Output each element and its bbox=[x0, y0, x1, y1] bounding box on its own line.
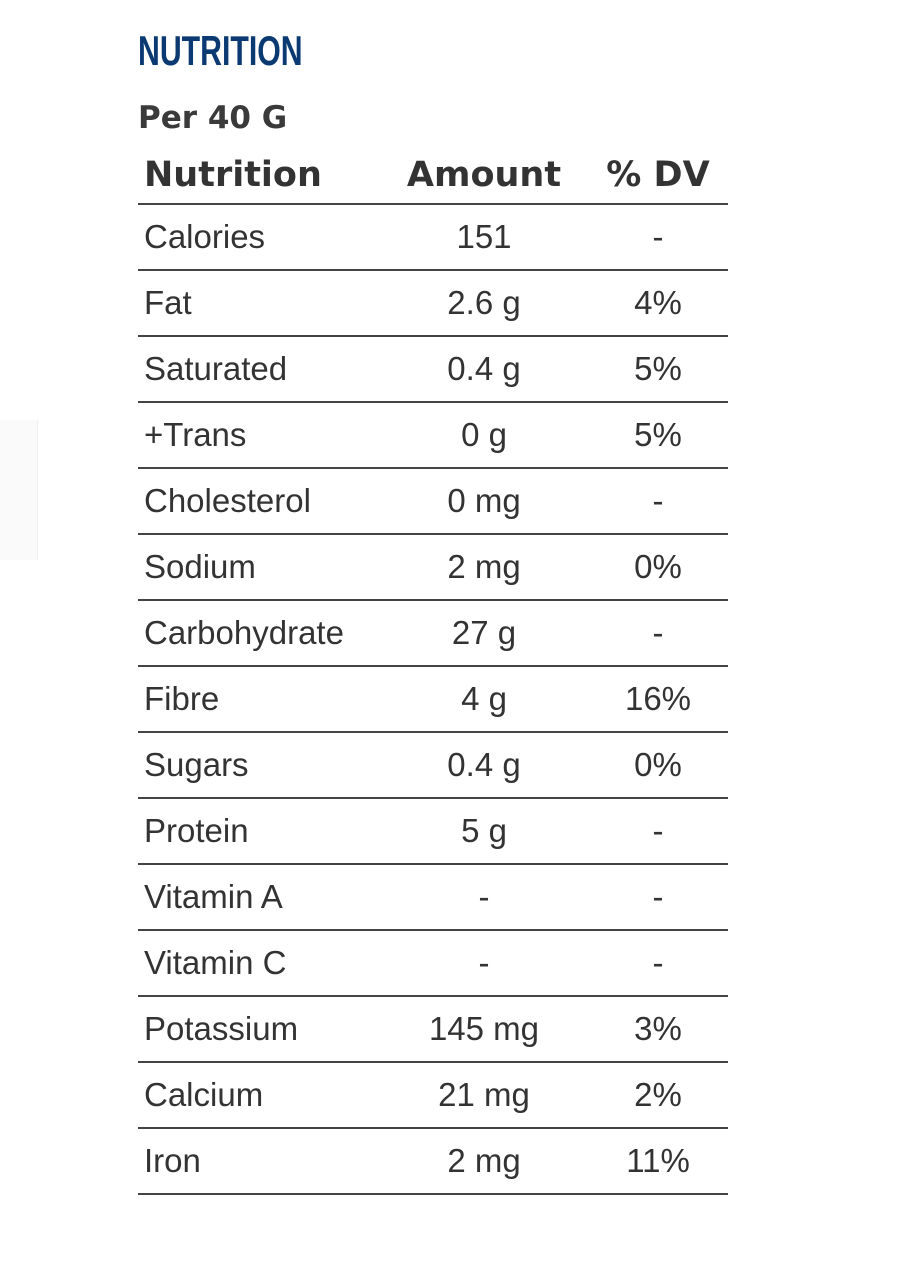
nutrient-dv: 5% bbox=[588, 402, 728, 469]
table-row: Vitamin C-- bbox=[138, 930, 728, 997]
header-dv: % DV bbox=[588, 146, 728, 205]
table-row: Protein 5 g- bbox=[138, 798, 728, 865]
nutrient-name: Sugars bbox=[138, 732, 380, 799]
table-row: Carbohydrate 27 g- bbox=[138, 600, 728, 667]
nutrient-amount: 151 bbox=[380, 204, 588, 271]
nutrient-name: Carbohydrate bbox=[138, 600, 380, 667]
left-edge-panel bbox=[0, 420, 38, 560]
nutrient-amount: 4 g bbox=[380, 666, 588, 733]
table-row: Potassium 145 mg 3% bbox=[138, 996, 728, 1063]
nutrient-dv: 0% bbox=[588, 534, 728, 601]
header-nutrition: Nutrition bbox=[138, 146, 380, 205]
nutrient-dv: 16% bbox=[588, 666, 728, 733]
table-row: Fat 2.6 g 4% bbox=[138, 270, 728, 337]
nutrient-amount: 21 mg bbox=[380, 1062, 588, 1129]
nutrient-name: Cholesterol bbox=[138, 468, 380, 535]
nutrient-dv: - bbox=[588, 798, 728, 865]
nutrient-name: Vitamin C bbox=[138, 930, 380, 997]
nutrient-name: +Trans bbox=[138, 402, 380, 469]
nutrient-dv: - bbox=[588, 864, 728, 931]
table-row: Sugars 0.4 g 0% bbox=[138, 732, 728, 799]
table-row: +Trans 0 g 5% bbox=[138, 402, 728, 469]
nutrient-dv: - bbox=[588, 468, 728, 535]
table-row: Vitamin A-- bbox=[138, 864, 728, 931]
nutrient-name: Calcium bbox=[138, 1062, 380, 1129]
nutrient-name: Sodium bbox=[138, 534, 380, 601]
nutrient-name: Saturated bbox=[138, 336, 380, 403]
table-row: Calories 151- bbox=[138, 204, 728, 271]
nutrient-amount: 0 mg bbox=[380, 468, 588, 535]
nutrient-amount: 2 mg bbox=[380, 534, 588, 601]
nutrient-amount: 145 mg bbox=[380, 996, 588, 1063]
nutrient-dv: - bbox=[588, 930, 728, 997]
nutrient-dv: 2% bbox=[588, 1062, 728, 1129]
nutrient-amount: 0.4 g bbox=[380, 336, 588, 403]
nutrient-dv: 5% bbox=[588, 336, 728, 403]
nutrient-amount: 2.6 g bbox=[380, 270, 588, 337]
nutrient-dv: - bbox=[588, 600, 728, 667]
nutrient-name: Protein bbox=[138, 798, 380, 865]
nutrient-amount: 0.4 g bbox=[380, 732, 588, 799]
nutrient-name: Iron bbox=[138, 1128, 380, 1195]
nutrient-amount: 5 g bbox=[380, 798, 588, 865]
table-row: Saturated 0.4 g 5% bbox=[138, 336, 728, 403]
nutrient-amount: 2 mg bbox=[380, 1128, 588, 1195]
table-row: Fibre 4 g 16% bbox=[138, 666, 728, 733]
header-amount: Amount bbox=[380, 146, 588, 205]
table-row: Cholesterol 0 mg - bbox=[138, 468, 728, 535]
table-row: Calcium 21 mg 2% bbox=[138, 1062, 728, 1129]
nutrient-amount: 0 g bbox=[380, 402, 588, 469]
nutrient-dv: 0% bbox=[588, 732, 728, 799]
nutrient-name: Vitamin A bbox=[138, 864, 380, 931]
nutrient-dv: - bbox=[588, 204, 728, 271]
nutrient-name: Fibre bbox=[138, 666, 380, 733]
table-row: Iron 2 mg 11% bbox=[138, 1128, 728, 1195]
nutrient-amount: - bbox=[380, 930, 588, 997]
serving-size: Per 40 G bbox=[138, 100, 288, 136]
nutrient-amount: 27 g bbox=[380, 600, 588, 667]
nutrient-name: Calories bbox=[138, 204, 380, 271]
table-row: Sodium 2 mg 0% bbox=[138, 534, 728, 601]
table-header-row: Nutrition Amount % DV bbox=[138, 146, 728, 205]
nutrient-name: Potassium bbox=[138, 996, 380, 1063]
nutrition-table: Nutrition Amount % DV Calories 151- Fat 2.6… bbox=[138, 146, 728, 1195]
nutrient-name: Fat bbox=[138, 270, 380, 337]
nutrient-dv: 4% bbox=[588, 270, 728, 337]
nutrient-dv: 3% bbox=[588, 996, 728, 1063]
nutrient-dv: 11% bbox=[588, 1128, 728, 1195]
nutrient-amount: - bbox=[380, 864, 588, 931]
section-title: NUTRITION bbox=[138, 27, 303, 74]
